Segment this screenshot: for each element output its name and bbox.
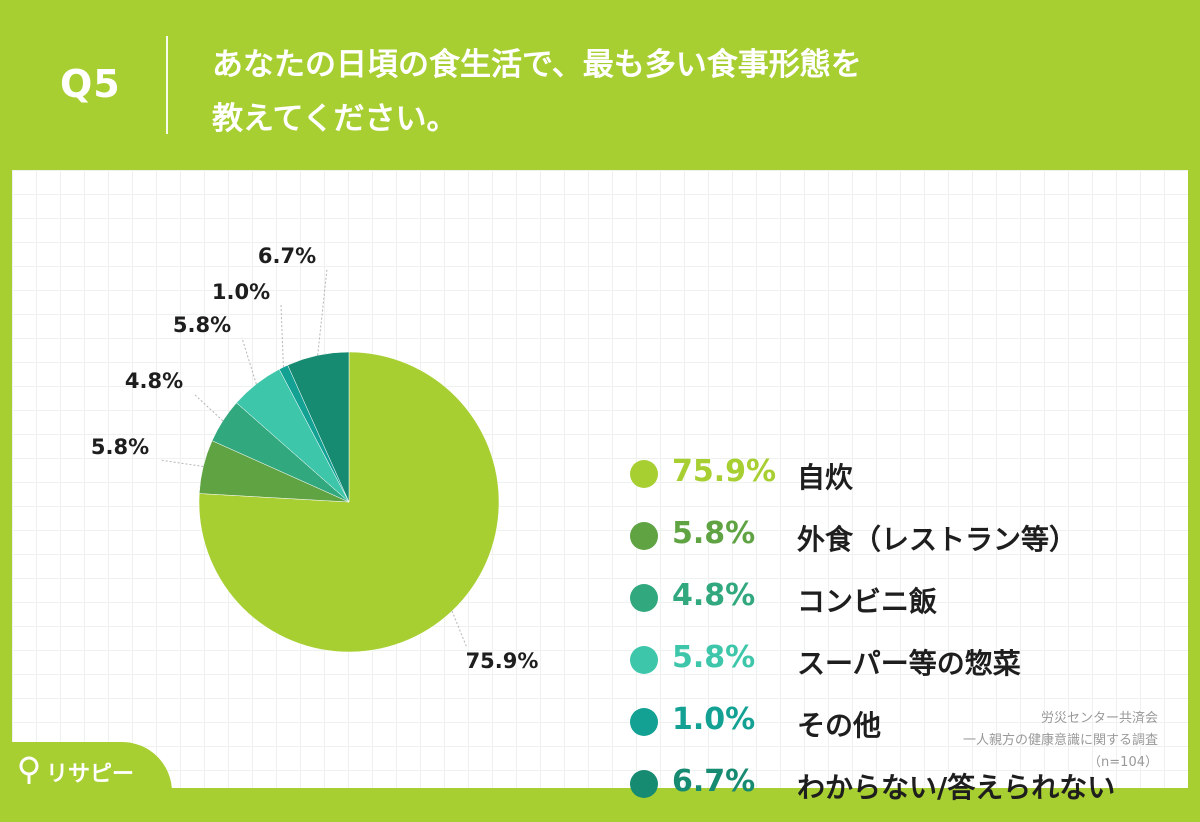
legend-item: 4.8% コンビニ飯 (622, 574, 1182, 636)
leader-line-5 (280, 304, 284, 368)
legend-label: わからない/答えられない (797, 771, 1116, 804)
legend-marker (630, 584, 658, 612)
legend-value: 4.8% (672, 578, 756, 613)
legend-label: コンビニ飯 (797, 585, 938, 618)
legend-label: その他 (797, 709, 882, 742)
brand-name: リサピー (46, 762, 135, 787)
legend-item: 75.9% 自炊 (622, 450, 1182, 512)
legend-marker (630, 708, 658, 736)
data-label-2: 5.8% (91, 435, 149, 459)
source-org: 労災センター共済会 (1040, 711, 1158, 726)
leader-line-2 (159, 459, 204, 468)
data-label-6: 6.7% (258, 244, 316, 268)
legend-label: 外食（レストラン等） (797, 523, 1078, 556)
legend-item: 6.7% わからない/答えられない (622, 760, 1182, 822)
legend-marker (630, 460, 658, 488)
data-label-3: 4.8% (125, 369, 183, 393)
source-note: 労災センター共済会 一人親方の健康意識に関する調査 （n=104） (758, 708, 1158, 774)
data-label-4: 5.8% (173, 313, 231, 337)
legend-value: 75.9% (672, 454, 777, 489)
legend-item: 1.0% その他 (622, 698, 1182, 760)
header-divider (166, 36, 168, 134)
legend-label: 自炊 (797, 461, 854, 494)
leader-line-1 (451, 610, 468, 649)
question-line-1: あなたの日頃の食生活で、最も多い食事形態を (212, 47, 862, 83)
leader-line-6 (317, 268, 328, 356)
legend: 75.9% 自炊 5.8% 外食（レストラン等） 4.8% コンビニ飯 5.8% スーパー等の… (622, 450, 1182, 822)
legend-item: 5.8% 外食（レストラン等） (622, 512, 1182, 574)
question-text: あなたの日頃の食生活で、最も多い食事形態を 教えてください。 (212, 38, 1112, 146)
source-survey: 一人親方の健康意識に関する調査 (962, 733, 1158, 748)
data-label-1: 75.9% (466, 649, 539, 673)
legend-label: スーパー等の惣菜 (797, 647, 1021, 680)
legend-value: 5.8% (672, 516, 756, 551)
leader-line-3 (193, 393, 224, 422)
header: Q5 あなたの日頃の食生活で、最も多い食事形態を 教えてください。 (0, 0, 1200, 170)
question-line-2: 教えてください。 (212, 101, 458, 137)
legend-value: 6.7% (672, 764, 756, 799)
legend-value: 5.8% (672, 640, 756, 675)
pie-slice-1 (198, 351, 500, 653)
legend-value: 1.0% (672, 702, 756, 737)
legend-marker (630, 646, 658, 674)
source-sample-size: （n=104） (1088, 755, 1158, 770)
data-label-5: 1.0% (212, 280, 270, 304)
pie-slice-6 (287, 351, 350, 503)
leader-line-4 (241, 337, 257, 385)
location-pin-icon (19, 756, 39, 784)
legend-marker (630, 522, 658, 550)
pie-chart: 75.9% 5.8% 4.8% 5.8% 1.0% 6.7% (91, 244, 539, 673)
question-number: Q5 (60, 62, 121, 106)
brand-tab: リサピー (0, 742, 172, 800)
legend-marker (630, 770, 658, 798)
chart-panel: 75.9% 5.8% 4.8% 5.8% 1.0% 6.7% 75.9% 自炊 5.8% 外食（… (12, 170, 1188, 804)
legend-item: 5.8% スーパー等の惣菜 (622, 636, 1182, 698)
